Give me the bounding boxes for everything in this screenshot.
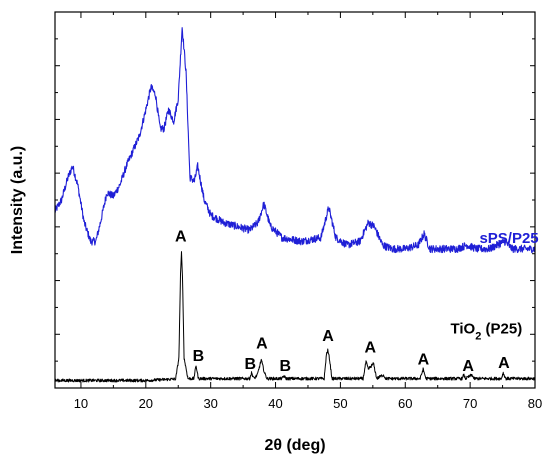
y-axis-title: Intensity (a.u.) xyxy=(9,146,26,254)
x-tick-label: 30 xyxy=(203,396,217,411)
series-labels: sPS/P25 TiO2 (P25) xyxy=(450,230,538,342)
x-tick-label: 60 xyxy=(398,396,412,411)
series-label-subscript: 2 xyxy=(475,330,481,342)
x-tick-label: 40 xyxy=(268,396,282,411)
x-tick-label: 10 xyxy=(74,396,88,411)
peak-label: B xyxy=(193,348,205,365)
peak-label: A xyxy=(498,355,510,372)
x-tick-label: 80 xyxy=(528,396,542,411)
series-label-main: sPS/P25 xyxy=(479,230,538,247)
x-tick-label: 70 xyxy=(463,396,477,411)
peak-label: B xyxy=(279,358,291,375)
series-label-tail: (P25) xyxy=(481,320,522,337)
x-tick-labels: 10 20 30 40 50 60 70 80 xyxy=(74,396,543,411)
x-tick-label: 20 xyxy=(139,396,153,411)
peak-label: A xyxy=(322,328,334,345)
series-label: TiO2 (P25) xyxy=(450,320,522,342)
peak-label: A xyxy=(462,358,474,375)
series-label: sPS/P25 xyxy=(479,230,538,247)
peak-label: A xyxy=(175,228,187,245)
peak-label: A xyxy=(364,339,376,356)
peak-label: A xyxy=(256,336,268,353)
series-label-main: TiO xyxy=(450,320,475,337)
peak-label: B xyxy=(244,356,256,373)
axis-ticks xyxy=(55,11,536,389)
plot-area xyxy=(54,27,536,383)
peak-label: A xyxy=(418,351,430,368)
x-axis-title: 2θ (deg) xyxy=(264,437,325,454)
series-line-1 xyxy=(54,251,536,383)
x-tick-label: 50 xyxy=(333,396,347,411)
series-line-0 xyxy=(54,27,536,254)
